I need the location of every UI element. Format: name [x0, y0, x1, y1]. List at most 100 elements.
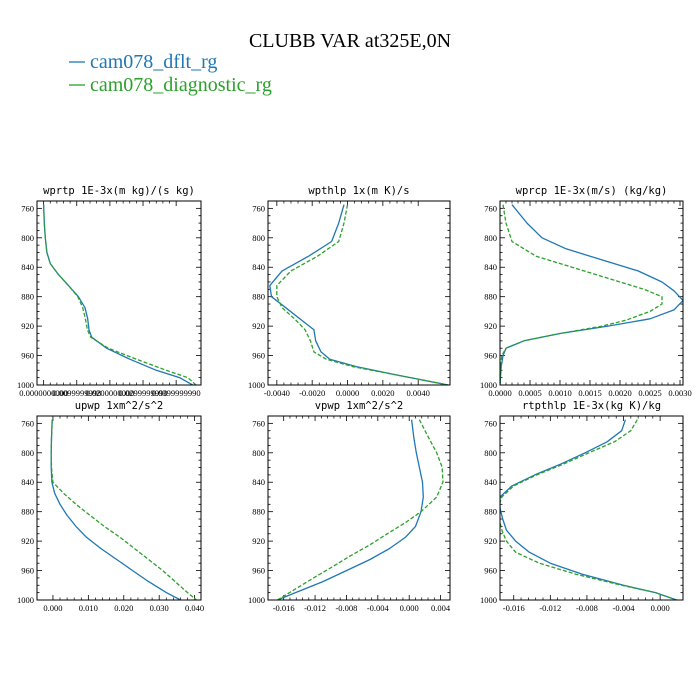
series-line-dflt: [500, 419, 677, 600]
x-tick-label: 0.020: [114, 603, 133, 613]
y-tick-label: 960: [21, 351, 34, 361]
panel-title: wprcp 1E-3x(m/s) (kg/kg): [516, 185, 668, 197]
y-tick-label: 960: [252, 351, 265, 361]
y-tick-label: 800: [21, 233, 34, 243]
x-tick-label: 0.000: [651, 603, 670, 613]
x-tick-label: -0.004: [367, 603, 390, 613]
y-tick-label: 760: [484, 418, 497, 428]
x-tick-label: 0.0000: [488, 388, 511, 398]
y-tick-label: 760: [21, 418, 34, 428]
x-tick-label: 0.004: [431, 603, 451, 613]
x-tick-label: -0.012: [304, 603, 326, 613]
y-tick-label: 920: [484, 321, 497, 331]
y-tick-label: 920: [252, 321, 265, 331]
x-tick-label: 0.0005: [518, 388, 541, 398]
panel-1: wprtp 1E-3x(m kg)/(s kg) 760 800 840 880 920 9…: [17, 185, 202, 398]
panel-4: upwp 1xm^2/s^2 760 800 840 880 920 960 1000 0.00…: [17, 400, 204, 613]
plot-frame: [267, 200, 451, 386]
y-tick-label: 1000: [480, 380, 497, 390]
panel-6: rtpthlp 1E-3x(kg K)/kg 760 800 840 880 920 960…: [480, 400, 684, 613]
x-tick-label: 0.0025: [638, 388, 661, 398]
y-tick-label: 880: [252, 507, 265, 517]
y-tick-label: 1000: [248, 595, 265, 605]
y-tick-label: 880: [484, 507, 497, 517]
x-tick-label: -0.0040: [264, 388, 290, 398]
plot-frame: [267, 415, 451, 601]
plot-frame: [499, 200, 684, 386]
x-tick-label: 0.0399999990: [152, 388, 201, 398]
y-tick-label: 1000: [17, 380, 34, 390]
y-tick-label: 1000: [17, 595, 34, 605]
panel-title: wprtp 1E-3x(m kg)/(s kg): [43, 185, 195, 197]
y-tick-label: 1000: [480, 595, 497, 605]
figure-title: CLUBB VAR at325E,0N: [249, 30, 451, 52]
panel-title: rtpthlp 1E-3x(kg K)/kg: [522, 400, 661, 412]
y-tick-label: 800: [484, 448, 497, 458]
series-line-dflt: [277, 419, 424, 600]
x-tick-label: -0.008: [576, 603, 598, 613]
panel-3: wprcp 1E-3x(m/s) (kg/kg) 760 800 840 880 920 9…: [480, 185, 692, 398]
x-tick-label: -0.016: [503, 603, 525, 613]
y-tick-label: 960: [252, 566, 265, 576]
series-line-dflt: [42, 204, 194, 385]
series-line-diagnostic: [500, 204, 663, 385]
panels: wprtp 1E-3x(m kg)/(s kg) 760 800 840 880 920 9…: [17, 185, 692, 613]
series-line-dflt: [269, 204, 449, 385]
y-tick-label: 840: [484, 262, 497, 272]
x-tick-label: 0.0010: [548, 388, 571, 398]
series-line-diagnostic: [50, 419, 197, 600]
series-line-diagnostic: [277, 419, 444, 600]
series-line-dflt: [50, 419, 181, 600]
y-tick-label: 840: [484, 477, 497, 487]
x-tick-label: 0.000: [400, 603, 419, 613]
x-tick-label: 0.0015: [578, 388, 601, 398]
legend-entry-diagnostic: cam078_diagnostic_rg: [69, 74, 272, 96]
y-tick-label: 880: [252, 292, 265, 302]
y-tick-label: 760: [21, 203, 34, 213]
x-tick-label: -0.012: [539, 603, 561, 613]
y-tick-label: 920: [484, 536, 497, 546]
y-tick-label: 840: [21, 477, 34, 487]
x-tick-label: 0.0299999990: [119, 388, 168, 398]
x-tick-label: 0.000: [43, 603, 62, 613]
x-tick-label: -0.004: [613, 603, 636, 613]
y-tick-label: 880: [484, 292, 497, 302]
legend: cam078_dflt_rg cam078_diagnostic_rg: [69, 51, 272, 96]
y-tick-label: 1000: [248, 380, 265, 390]
y-tick-label: 920: [252, 536, 265, 546]
x-tick-label: 0.010: [79, 603, 98, 613]
x-tick-label: 0.0040: [407, 388, 430, 398]
panel-2: wpthlp 1x(m K)/s7608008408809209601000-0…: [248, 185, 451, 398]
x-tick-label: 0.0020: [371, 388, 394, 398]
y-tick-label: 920: [21, 536, 34, 546]
x-tick-label: -0.0020: [299, 388, 325, 398]
x-tick-label: -0.008: [335, 603, 357, 613]
x-tick-label: 0.0000: [336, 388, 359, 398]
x-tick-label: 0.0099999998: [52, 388, 101, 398]
y-tick-label: 920: [21, 321, 34, 331]
x-tick-label: 0.030: [150, 603, 169, 613]
legend-label-dflt: cam078_dflt_rg: [90, 51, 217, 73]
y-tick-label: 840: [252, 262, 265, 272]
y-tick-label: 760: [484, 203, 497, 213]
y-tick-label: 880: [21, 292, 34, 302]
y-tick-label: 800: [252, 448, 265, 458]
x-tick-label: 0.040: [185, 603, 204, 613]
plot-frame: [36, 415, 202, 601]
x-tick-label: 0.0000000000: [19, 388, 68, 398]
panel-title: upwp 1xm^2/s^2: [75, 400, 164, 412]
x-tick-label: 0.0020: [608, 388, 631, 398]
y-tick-label: 960: [21, 566, 34, 576]
x-tick-label: 0.0200000000: [85, 388, 134, 398]
x-tick-label: 0.0030: [668, 388, 691, 398]
legend-entry-dflt: cam078_dflt_rg: [69, 51, 217, 73]
y-tick-label: 960: [484, 566, 497, 576]
x-tick-label: -0.016: [273, 603, 295, 613]
panel-title: wpthlp 1x(m K)/s: [308, 185, 409, 197]
panel-5: vpwp 1xm^2/s^2 760 800 840 880 920 960 1000 -0.0…: [248, 400, 451, 613]
y-tick-label: 760: [252, 418, 265, 428]
y-tick-label: 760: [252, 203, 265, 213]
series-line-diagnostic: [500, 419, 677, 600]
legend-label-diagnostic: cam078_diagnostic_rg: [90, 74, 272, 96]
